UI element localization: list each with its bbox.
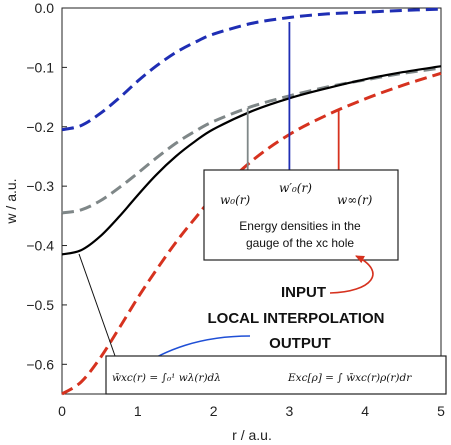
x-tick-label: 4 — [361, 403, 369, 419]
x-tick-label: 0 — [58, 403, 66, 419]
y-tick-label: −0.4 — [26, 238, 54, 254]
formula-box — [105, 355, 447, 395]
formula-wbar: w̄xc(r) = ∫₀¹ wλ(r)dλ — [112, 372, 221, 384]
x-tick-label: 3 — [286, 403, 294, 419]
label-w0prime: w′₀(r) — [279, 181, 312, 195]
box-text-line1: Energy densities in the — [239, 219, 361, 233]
pointer-line-to-curve — [78, 253, 121, 371]
series-line-w0prime — [61, 7, 442, 132]
y-axis-label: w / a.u. — [3, 178, 19, 224]
y-tick-label: −0.5 — [26, 297, 54, 313]
local-interpolation-label: LOCAL INTERPOLATION — [208, 310, 385, 327]
ticks: 0 1 2 3 4 5 0.0 −0.1 −0.2 −0.3 −0.4 −0.5 −0.6 — [26, 0, 445, 419]
y-tick-label: −0.3 — [26, 178, 54, 194]
label-winf: w∞(r) — [337, 193, 373, 207]
input-label: INPUT — [281, 284, 326, 301]
label-w0: w₀(r) — [220, 193, 251, 207]
box-text-line2: gauge of the xc hole — [246, 236, 354, 250]
y-tick-label: −0.6 — [26, 356, 54, 372]
series-line-w_exact — [61, 65, 442, 256]
x-axis-label: r / a.u. — [232, 427, 272, 443]
energy-density-box — [203, 169, 399, 261]
output-label: OUTPUT — [269, 335, 331, 352]
formula-exc: Exc[ρ] = ∫ w̄xc(r)ρ(r)dr — [287, 372, 412, 384]
y-tick-label: −0.1 — [26, 59, 54, 75]
x-tick-label: 5 — [437, 403, 445, 419]
x-tick-label: 1 — [134, 403, 142, 419]
y-tick-label: 0.0 — [35, 0, 55, 16]
x-tick-label: 2 — [210, 403, 218, 419]
series-line-winf — [61, 71, 442, 396]
input-arrow — [329, 255, 374, 294]
y-tick-label: −0.2 — [26, 119, 54, 135]
series-group — [61, 7, 442, 396]
